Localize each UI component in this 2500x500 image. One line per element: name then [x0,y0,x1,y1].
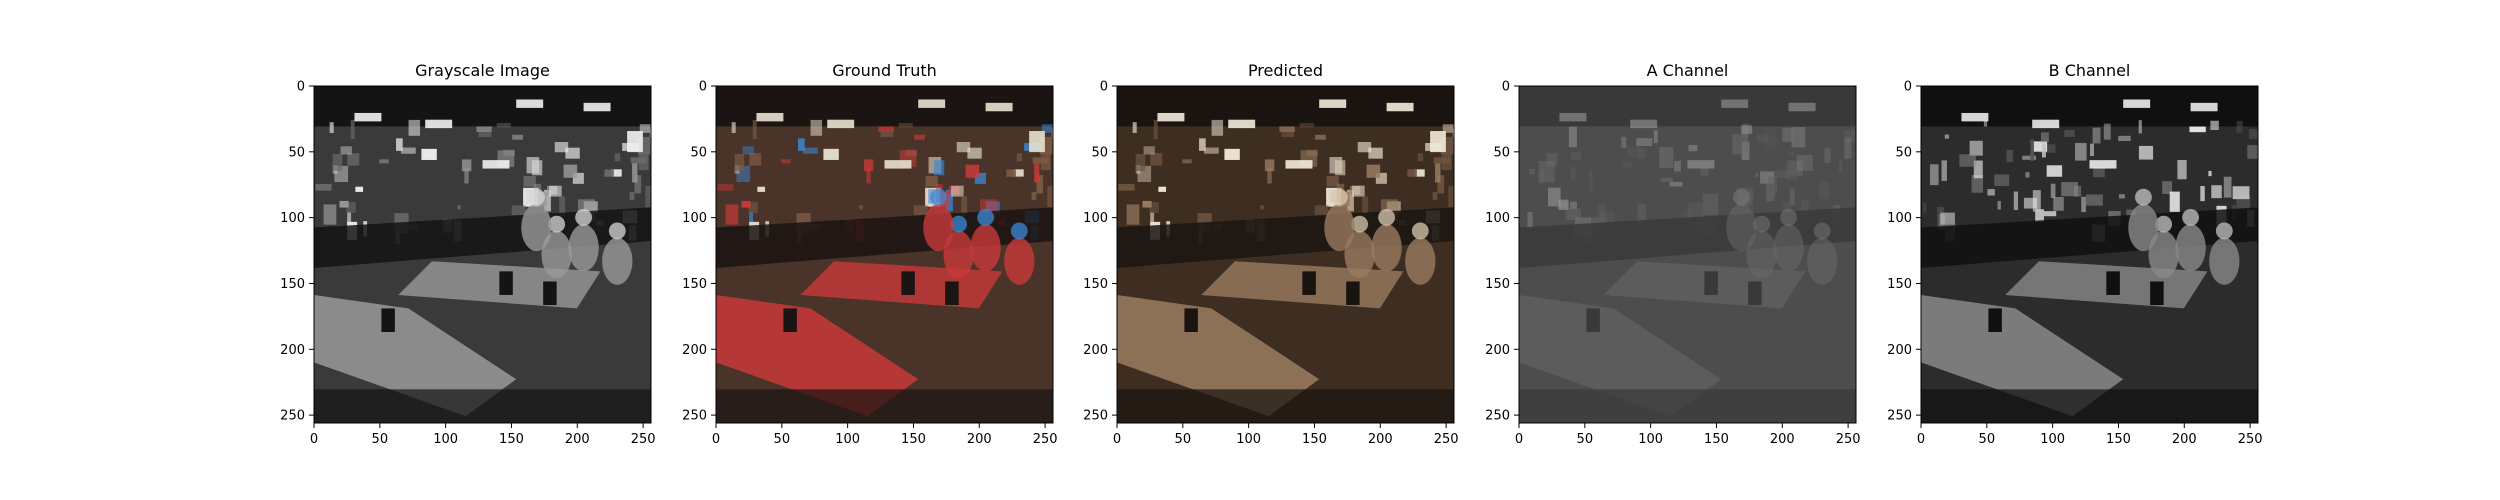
panel-title: Ground Truth [832,61,937,80]
panels: Grayscale Image 0 50 100 150 200 250 0 50 100 150 2… [280,61,2262,447]
y-tick-label: 50 [1091,145,1108,160]
x-tick-label: 250 [631,432,656,447]
x-tick-label: 200 [565,432,590,447]
y-tick-label: 100 [1887,211,1912,226]
y-tick-label: 100 [1083,211,1108,226]
y-tick-label: 200 [1485,343,1510,358]
x-tick-label: 50 [372,432,389,447]
x-tick-label: 0 [1917,432,1925,447]
panel-2: Ground Truth 0 50 100 150 200 250 0 50 100 150 200 2… [682,61,1058,447]
image-2 [716,86,1053,423]
x-tick-label: 250 [1033,432,1058,447]
y-tick-label: 50 [1895,145,1912,160]
x-tick-label: 150 [901,432,926,447]
axes-frame [715,85,1054,424]
image-4 [1519,86,1856,423]
image-5 [1921,86,2258,423]
x-tick-label: 200 [1368,432,1393,447]
x-tick-label: 0 [310,432,318,447]
x-tick-label: 0 [1515,432,1523,447]
x-tick-label: 250 [1836,432,1861,447]
axes-frame [313,85,652,424]
y-tick-label: 100 [1485,211,1510,226]
x-tick-label: 200 [2172,432,2197,447]
panel-3: Predicted 0 50 100 150 200 250 0 50 100 150 200 250 [1083,61,1459,447]
x-tick-label: 0 [712,432,720,447]
y-tick-label: 250 [1083,409,1108,424]
x-tick-label: 200 [967,432,992,447]
x-tick-label: 100 [433,432,458,447]
y-tick-label: 150 [280,277,305,292]
y-tick-label: 100 [682,211,707,226]
y-tick-label: 200 [1887,343,1912,358]
y-tick-label: 0 [1904,80,1912,95]
y-tick-label: 100 [280,211,305,226]
x-tick-label: 50 [1979,432,1996,447]
x-tick-label: 100 [2040,432,2065,447]
x-tick-label: 50 [1577,432,1594,447]
y-tick-label: 0 [1100,80,1108,95]
x-tick-label: 100 [1236,432,1261,447]
y-tick-label: 150 [1887,277,1912,292]
x-tick-label: 100 [835,432,860,447]
axes-frame [1920,85,2259,424]
x-tick-label: 50 [774,432,791,447]
y-tick-label: 250 [1485,409,1510,424]
y-tick-label: 150 [682,277,707,292]
x-tick-label: 0 [1113,432,1121,447]
panel-title: B Channel [2049,61,2131,80]
panel-4: A Channel 0 50 100 150 200 250 0 50 100 150 200 250 [1485,61,1861,447]
y-tick-label: 250 [280,409,305,424]
y-tick-label: 150 [1083,277,1108,292]
y-tick-label: 200 [1083,343,1108,358]
y-tick-label: 250 [1887,409,1912,424]
y-tick-label: 0 [297,80,305,95]
x-tick-label: 150 [1704,432,1729,447]
x-tick-label: 250 [1434,432,1459,447]
axes-frame [1518,85,1857,424]
image-1 [314,86,651,423]
panel-title: A Channel [1647,61,1729,80]
panel-title: Grayscale Image [415,61,550,80]
image-3 [1117,86,1454,423]
panel-1: Grayscale Image 0 50 100 150 200 250 0 50 100 150 2… [280,61,656,447]
panel-5: B Channel 0 50 100 150 200 250 0 50 100 150 200 250 [1887,61,2262,447]
panel-title: Predicted [1248,61,1323,80]
x-tick-label: 150 [2106,432,2131,447]
x-tick-label: 150 [1302,432,1327,447]
y-tick-label: 50 [288,145,305,160]
x-tick-label: 150 [499,432,524,447]
x-tick-label: 50 [1175,432,1192,447]
y-tick-label: 200 [280,343,305,358]
y-tick-label: 0 [699,80,707,95]
y-tick-label: 0 [1502,80,1510,95]
x-tick-label: 200 [1770,432,1795,447]
y-tick-label: 250 [682,409,707,424]
x-tick-label: 250 [2238,432,2263,447]
y-tick-label: 50 [1493,145,1510,160]
axes-frame [1116,85,1455,424]
y-tick-label: 50 [690,145,707,160]
y-tick-label: 150 [1485,277,1510,292]
x-tick-label: 100 [1638,432,1663,447]
y-tick-label: 200 [682,343,707,358]
